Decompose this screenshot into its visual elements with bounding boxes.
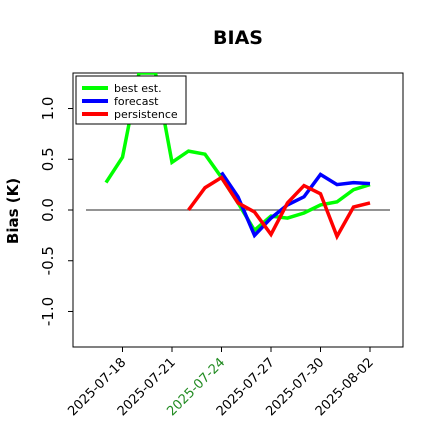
y-tick-label: 0.5 <box>39 147 57 171</box>
legend-label: persistence <box>114 108 178 121</box>
y-tick-label: -1.0 <box>39 297 57 326</box>
y-tick-label: -0.5 <box>39 246 57 275</box>
series-line-forecast <box>220 171 371 239</box>
y-axis-label: Bias (K) <box>4 178 22 244</box>
y-tick-label: 0.0 <box>39 198 57 222</box>
legend-label: best est. <box>114 82 162 95</box>
y-tick-label: 1.0 <box>39 97 57 121</box>
chart-title: BIAS <box>213 27 263 49</box>
series-line-persistence <box>187 175 371 241</box>
legend-label: forecast <box>114 95 159 108</box>
